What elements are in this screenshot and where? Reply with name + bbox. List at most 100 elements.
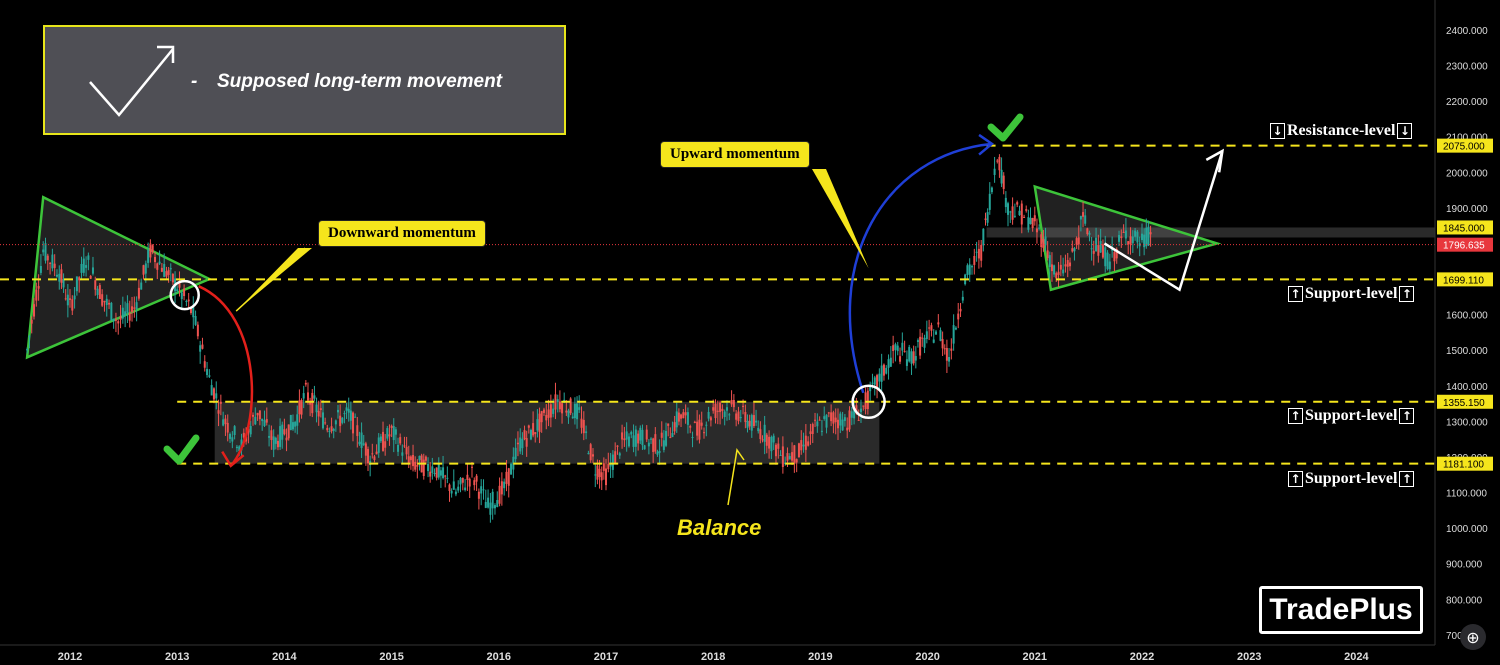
candle-body xyxy=(498,485,501,504)
candle-body xyxy=(424,456,427,461)
candle-body xyxy=(714,403,717,419)
candle-body xyxy=(1120,236,1123,239)
candle-body xyxy=(837,419,840,429)
candle-body xyxy=(98,285,101,300)
callout-downward-pointer xyxy=(236,248,312,312)
candle-body xyxy=(569,398,572,414)
candle-body xyxy=(317,410,320,417)
x-tick-label: 2020 xyxy=(915,651,939,663)
candle-body xyxy=(231,437,234,442)
candle-body xyxy=(889,357,892,367)
candle-body xyxy=(343,413,346,415)
candle-body xyxy=(943,348,946,350)
candle-body xyxy=(641,429,644,446)
downward-momentum-arrow xyxy=(198,285,254,467)
candle-body xyxy=(30,319,33,324)
y-tick-label: 2300.000 xyxy=(1446,62,1488,73)
candle-body xyxy=(347,408,350,413)
candle-body xyxy=(647,442,650,447)
candle-body xyxy=(830,412,833,422)
candle-body xyxy=(60,269,63,283)
candle-body xyxy=(737,411,740,422)
candle-body xyxy=(119,316,122,320)
support-level-label-3: ↑ Support-level ↑ xyxy=(1288,470,1415,488)
candle-body xyxy=(637,433,640,444)
candle-body xyxy=(147,250,150,263)
candle-body xyxy=(973,255,976,265)
candle-body xyxy=(341,417,344,423)
candle-body xyxy=(630,431,633,435)
candle-body xyxy=(334,420,337,425)
candle-body xyxy=(980,244,983,261)
x-tick-label: 2023 xyxy=(1237,651,1261,663)
candle-body xyxy=(732,399,735,408)
support-level-label-2: ↑ Support-level ↑ xyxy=(1288,407,1415,425)
candle-body xyxy=(274,437,277,444)
candle-body xyxy=(571,416,574,419)
x-tick-label: 2012 xyxy=(58,651,82,663)
candle-body xyxy=(959,308,962,312)
candle-body xyxy=(345,407,348,411)
candle-body xyxy=(287,424,290,439)
candle-body xyxy=(850,411,853,418)
support-text-2: Support-level xyxy=(1305,407,1398,424)
candle-body xyxy=(914,356,917,361)
y-tick-label: 2200.000 xyxy=(1446,97,1488,108)
candle-body xyxy=(596,465,599,480)
candle-body xyxy=(1038,227,1041,229)
candle-body xyxy=(561,403,564,414)
candle-body xyxy=(816,421,819,427)
candle-body xyxy=(1048,255,1051,267)
balance-pointer-arrow xyxy=(727,448,745,506)
candle-body xyxy=(750,415,753,431)
candle-body xyxy=(1009,211,1012,213)
candle-body xyxy=(1011,206,1014,220)
y-tick-label: 1500.000 xyxy=(1446,346,1488,357)
x-tick-label: 2024 xyxy=(1344,651,1369,663)
candle-body xyxy=(680,414,683,419)
candle-body xyxy=(853,409,856,419)
candle-body xyxy=(226,422,229,433)
candle-body xyxy=(1002,175,1005,189)
candle-body xyxy=(755,420,758,423)
y-tick-label: 1300.000 xyxy=(1446,417,1488,428)
candle-body xyxy=(514,447,517,460)
candle-body xyxy=(126,303,129,313)
candle-body xyxy=(618,453,621,456)
candle-body xyxy=(442,467,445,479)
candle-body xyxy=(639,427,642,441)
candle-body xyxy=(367,449,370,464)
magnifier-plus-icon[interactable]: ⊕ xyxy=(1460,624,1486,650)
candle-body xyxy=(632,435,635,447)
candle-body xyxy=(961,296,964,301)
candle-body xyxy=(1101,244,1104,258)
candle-body xyxy=(399,437,402,444)
candle-body xyxy=(698,419,701,440)
x-tick-label: 2017 xyxy=(594,651,618,663)
candle-body xyxy=(1033,215,1036,222)
candle-body xyxy=(689,426,692,428)
candle-body xyxy=(876,375,879,388)
candle-body xyxy=(950,348,953,351)
candle-body xyxy=(58,273,61,282)
candle-body xyxy=(233,426,236,436)
y-tick-label: 900.000 xyxy=(1446,560,1483,571)
candle-body xyxy=(394,429,397,435)
candle-body xyxy=(1145,227,1148,247)
candle-body xyxy=(163,264,166,277)
candle-body xyxy=(954,327,957,330)
candle-body xyxy=(178,281,181,288)
candle-body xyxy=(977,248,980,259)
candle-body xyxy=(121,307,124,319)
candle-body xyxy=(643,445,646,450)
candle-body xyxy=(739,417,742,419)
candle-body xyxy=(51,254,54,269)
y-tick-label: 1000.000 xyxy=(1446,524,1488,535)
candle-body xyxy=(28,335,31,338)
upper-range-band xyxy=(986,227,1435,238)
candle-body xyxy=(409,456,412,461)
candle-body xyxy=(349,410,352,421)
candle-body xyxy=(1000,169,1003,184)
candle-body xyxy=(330,426,333,432)
